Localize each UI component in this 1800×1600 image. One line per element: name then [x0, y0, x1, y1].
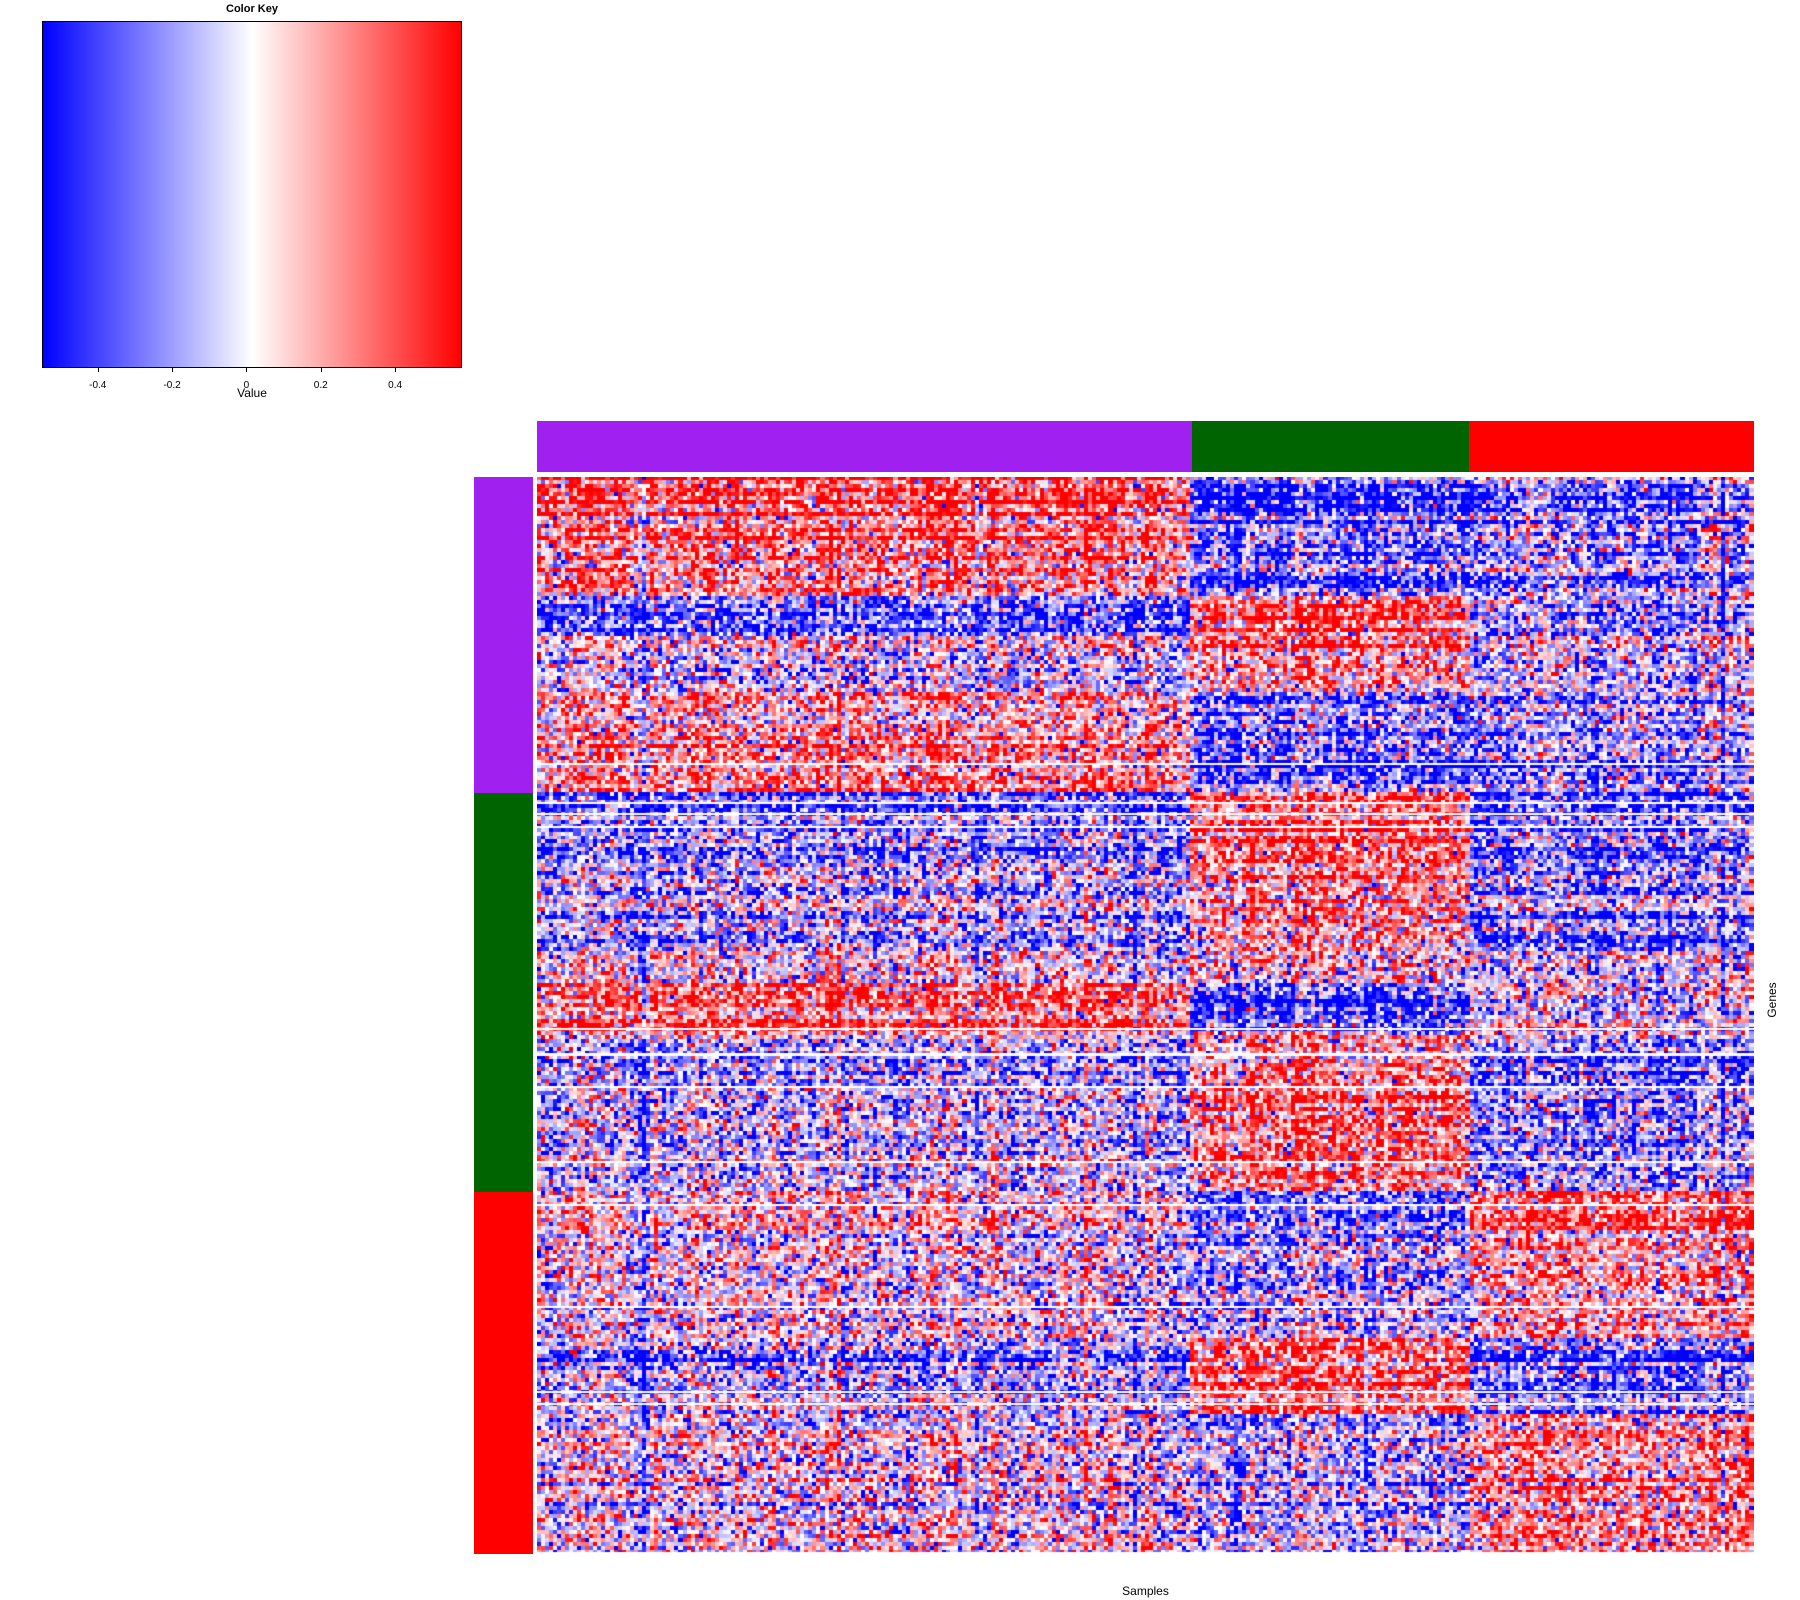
- column-group-bar: [1191, 421, 1470, 472]
- color-key-axis: -0.4 -0.2 0 0.2 0.4: [42, 368, 462, 392]
- color-key-xlabel: Value: [237, 386, 267, 400]
- column-group-bar: [1469, 421, 1754, 472]
- color-key-tick-label: 0: [243, 380, 250, 391]
- color-key-title: Color Key: [226, 3, 278, 15]
- color-key-tick: [246, 368, 248, 372]
- row-side-colors: [474, 477, 533, 1554]
- column-group-bar: [537, 421, 1192, 472]
- color-key-tick-label: 0.4: [388, 380, 403, 391]
- color-key-tick: [320, 368, 322, 372]
- x-axis-label: Samples: [1122, 1584, 1169, 1598]
- heatmap-grid: [537, 477, 1754, 1554]
- color-key-gradient: [42, 21, 462, 368]
- row-group-bar: [474, 1192, 533, 1554]
- row-group-bar: [474, 792, 533, 1193]
- color-key-tick: [172, 368, 174, 372]
- color-key-tick: [395, 368, 397, 372]
- color-key-tick-label: -0.4: [89, 380, 107, 391]
- color-key-tick-label: 0.2: [313, 380, 328, 391]
- color-key-tick: [97, 368, 99, 372]
- row-group-bar: [474, 477, 533, 793]
- y-axis-label: Genes: [1765, 982, 1779, 1018]
- column-side-colors: [537, 421, 1754, 472]
- color-key-tick-label: -0.2: [163, 380, 181, 391]
